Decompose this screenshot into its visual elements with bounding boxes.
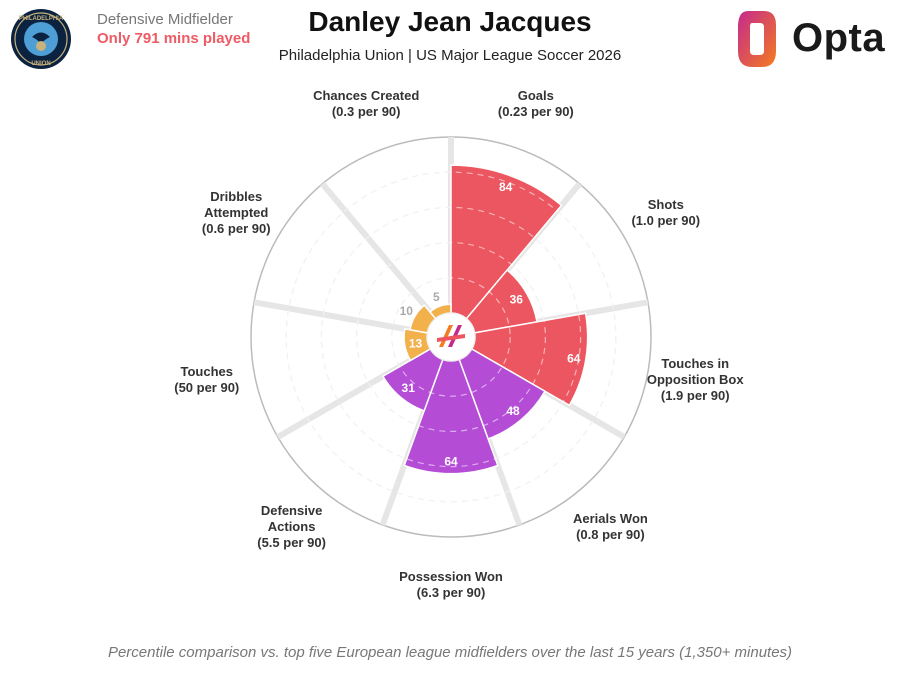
hub-slash-icon xyxy=(439,325,453,347)
value-label: 84 xyxy=(499,180,513,194)
value-label: 5 xyxy=(433,290,440,304)
club-badge: PHILADELPHIA UNION xyxy=(11,9,71,69)
page-subtitle: Philadelphia Union | US Major League Soc… xyxy=(278,47,622,64)
brand-mark-icon xyxy=(738,11,776,67)
spoke-line xyxy=(320,181,438,321)
grid-ring-overlay xyxy=(320,206,582,468)
category-label: Chances Created (0.3 per 90) xyxy=(313,88,419,119)
value-label: 10 xyxy=(400,304,414,318)
value-label: 13 xyxy=(409,336,423,350)
svg-text:PHILADELPHIA: PHILADELPHIA xyxy=(19,16,64,22)
category-label: Touches in Opposition Box (1.9 per 90) xyxy=(647,356,745,403)
page-title: Danley Jean Jacques xyxy=(308,6,592,37)
grid-ring-overlay xyxy=(356,242,547,433)
brand-name: Opta xyxy=(792,16,886,60)
category-label: Shots (1.0 per 90) xyxy=(631,197,700,228)
value-label: 48 xyxy=(506,404,520,418)
footnote: Percentile comparison vs. top five Europ… xyxy=(107,644,793,661)
grid-ring-overlay xyxy=(391,277,511,397)
category-label: Dribbles Attempted (0.6 per 90) xyxy=(202,189,271,236)
category-label: Possession Won (6.3 per 90) xyxy=(399,569,503,600)
value-label: 64 xyxy=(444,455,458,469)
brand-logo: Opta xyxy=(730,6,892,72)
hub-slash-icon xyxy=(437,334,465,342)
category-label: Goals (0.23 per 90) xyxy=(498,88,574,119)
grid-ring-overlay xyxy=(285,171,617,503)
spoke-line xyxy=(253,299,428,336)
value-label: 36 xyxy=(510,292,524,306)
value-label: 31 xyxy=(402,381,416,395)
minutes-note: Only 791 mins played xyxy=(97,30,251,47)
svg-text:UNION: UNION xyxy=(31,61,50,67)
category-label: Defensive Actions (5.5 per 90) xyxy=(257,503,326,550)
player-position: Defensive Midfielder xyxy=(97,11,233,28)
category-label: Touches (50 per 90) xyxy=(174,364,239,395)
category-label: Aerials Won (0.8 per 90) xyxy=(573,511,648,542)
value-label: 64 xyxy=(567,352,581,366)
